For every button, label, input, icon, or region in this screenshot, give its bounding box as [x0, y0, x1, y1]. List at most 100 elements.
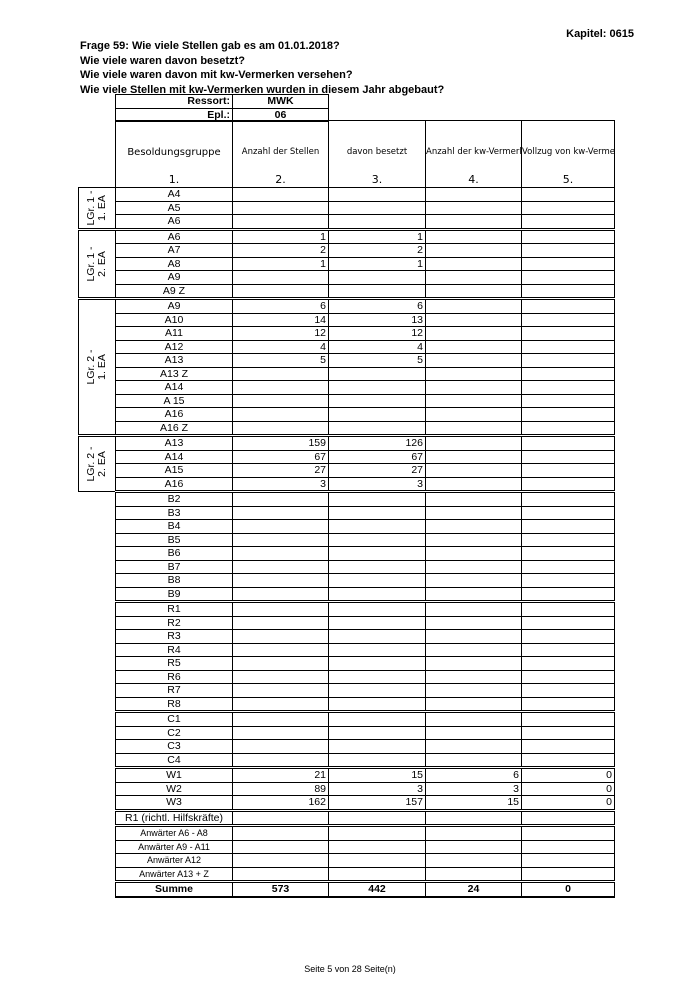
value-cell: 0	[521, 781, 615, 796]
value-cell: 15	[328, 766, 426, 783]
value-cell	[521, 739, 615, 754]
value-cell	[521, 393, 615, 408]
value-cell	[232, 808, 329, 826]
value-cell	[425, 476, 522, 492]
value-cell	[232, 393, 329, 408]
value-cell	[232, 824, 329, 841]
pay-grade: R1 (richtl. Hilfskräfte)	[115, 808, 233, 826]
value-cell	[425, 710, 522, 727]
value-cell	[328, 669, 426, 684]
pay-grade: A4	[115, 187, 233, 202]
value-cell: 5	[232, 353, 329, 368]
value-cell	[232, 739, 329, 754]
value-cell	[425, 243, 522, 258]
value-cell	[521, 200, 615, 215]
table-row: A6	[79, 214, 615, 230]
pay-grade: A 15	[115, 393, 233, 408]
value-cell	[328, 710, 426, 727]
table-row: C1	[78, 710, 615, 768]
value-cell	[328, 505, 426, 520]
value-cell	[521, 824, 615, 841]
value-cell	[521, 380, 615, 395]
value-cell: 4	[232, 339, 329, 354]
value-cell	[521, 600, 615, 617]
question-line: Wie viele waren davon besetzt?	[80, 54, 245, 67]
value-cell	[425, 683, 522, 698]
value-cell	[328, 752, 426, 768]
value-cell	[521, 420, 615, 436]
pay-grade: C4	[115, 752, 233, 768]
question-block: Frage 59: Wie viele Stellen gab es am 01…	[80, 39, 444, 97]
value-cell	[521, 339, 615, 354]
value-cell	[521, 326, 615, 341]
value-cell	[425, 366, 522, 381]
value-cell	[521, 696, 615, 712]
table-row: B4	[79, 519, 615, 534]
pay-grade: A13	[115, 353, 233, 368]
value-cell	[425, 669, 522, 684]
value-cell	[425, 824, 522, 841]
table-row: LGr. 2 - 2. EA A13 159 126	[78, 434, 615, 492]
value-cell	[425, 256, 522, 271]
pay-grade: Anwärter A13 + Z	[115, 866, 233, 882]
value-cell	[328, 696, 426, 712]
column-header: Besoldungsgruppe 1.	[115, 120, 233, 188]
value-cell	[521, 283, 615, 299]
pay-grade: A10	[115, 312, 233, 327]
table-row: W2 89 3 3 0	[79, 781, 615, 796]
value-cell	[425, 866, 522, 882]
pay-grade: A6	[115, 214, 233, 230]
value-cell: 3	[328, 476, 426, 492]
value-cell: 3	[425, 781, 522, 796]
table-row: Anwärter A12	[79, 853, 615, 868]
value-cell	[521, 532, 615, 547]
value-cell	[521, 407, 615, 422]
value-cell	[521, 297, 615, 314]
sum-value: 442	[328, 880, 426, 898]
chapter-label: Kapitel: 0615	[566, 28, 634, 40]
value-cell	[425, 853, 522, 868]
value-cell: 21	[232, 766, 329, 783]
value-cell	[232, 519, 329, 534]
empty-group-cell	[78, 825, 116, 882]
pay-grade: B6	[115, 546, 233, 561]
value-cell: 2	[328, 243, 426, 258]
table-row: C4	[79, 752, 615, 768]
pay-grade: A7	[115, 243, 233, 258]
group-label-cell: LGr. 2 - 2. EA	[78, 434, 116, 492]
value-cell	[232, 366, 329, 381]
value-cell	[328, 808, 426, 826]
value-cell	[232, 200, 329, 215]
pay-grade: R5	[115, 656, 233, 671]
pay-grade: B2	[115, 490, 233, 507]
pay-grade: B5	[115, 532, 233, 547]
sum-value: 573	[232, 880, 329, 898]
column-title: Vollzug von kw-Vermerken im Jahresverlau…	[522, 147, 614, 158]
value-cell: 67	[232, 449, 329, 464]
value-cell	[521, 656, 615, 671]
value-cell	[328, 214, 426, 230]
value-cell	[328, 629, 426, 644]
table-row: Anwärter A13 + Z	[79, 866, 615, 882]
pay-grade: A9	[115, 270, 233, 285]
value-cell	[425, 434, 522, 451]
value-cell	[232, 615, 329, 630]
value-cell	[521, 669, 615, 684]
pay-grade: W3	[115, 795, 233, 811]
pay-grade: R6	[115, 669, 233, 684]
empty-group-cell	[78, 810, 116, 826]
value-cell	[425, 407, 522, 422]
table-row: A7 2 2	[79, 243, 615, 258]
pay-grade: B3	[115, 505, 233, 520]
value-cell	[328, 642, 426, 657]
value-cell	[425, 214, 522, 230]
value-cell	[521, 463, 615, 478]
value-cell	[328, 407, 426, 422]
value-cell	[521, 353, 615, 368]
table-row: A15 27 27	[79, 463, 615, 478]
value-cell	[232, 559, 329, 574]
value-cell	[232, 505, 329, 520]
value-cell	[521, 366, 615, 381]
value-cell	[425, 227, 522, 244]
value-cell: 3	[232, 476, 329, 492]
